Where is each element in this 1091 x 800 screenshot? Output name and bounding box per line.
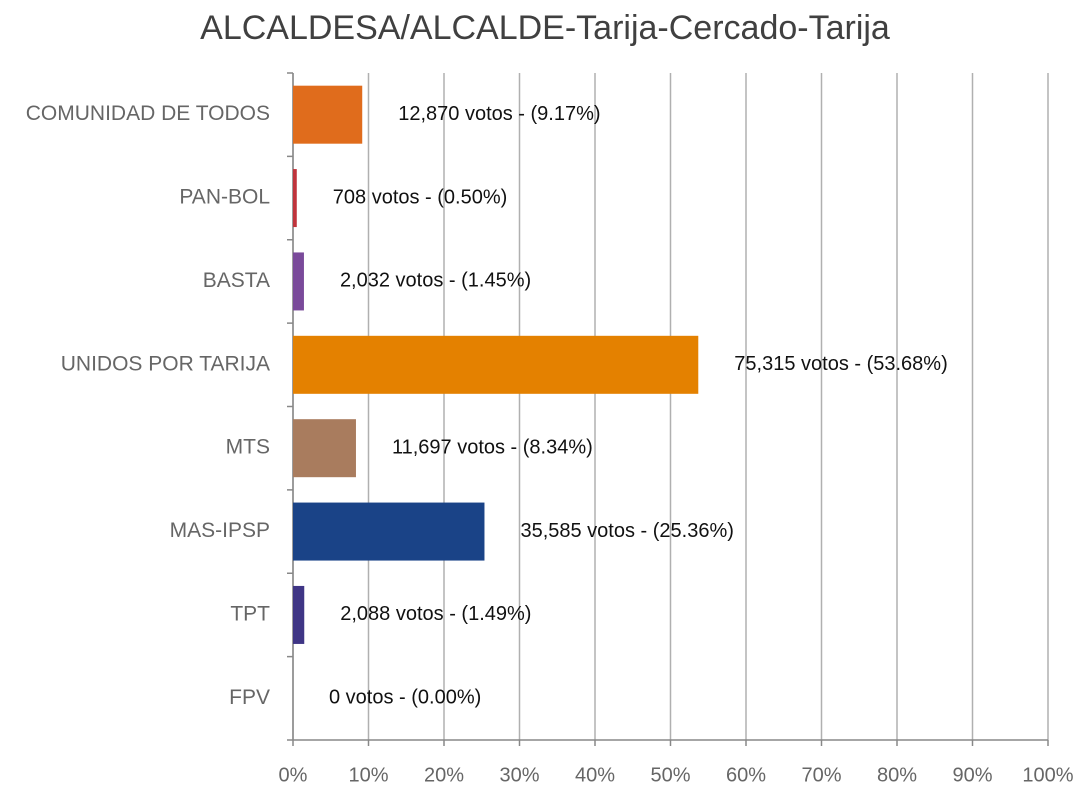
value-label: 708 votos - (0.50%)	[333, 186, 508, 208]
bar	[293, 502, 485, 561]
chart-title: ALCALDESA/ALCALDE-Tarija-Cercado-Tarija	[200, 9, 890, 47]
value-label: 11,697 votos - (8.34%)	[392, 436, 593, 458]
y-tick-label: COMUNIDAD DE TODOS	[26, 102, 270, 125]
x-tick-label: 10%	[348, 764, 388, 786]
bar	[293, 252, 304, 311]
x-tick-label: 60%	[726, 764, 766, 786]
bar	[293, 85, 363, 144]
value-label: 35,585 votos - (25.36%)	[520, 520, 733, 542]
y-tick-label: TPT	[230, 602, 270, 625]
value-label: 75,315 votos - (53.68%)	[734, 353, 947, 375]
y-tick-label: MAS-IPSP	[170, 519, 270, 542]
bar	[293, 335, 699, 394]
bar	[293, 169, 297, 228]
x-tick-label: 20%	[424, 764, 464, 786]
value-label: 12,870 votos - (9.17%)	[398, 103, 600, 125]
y-tick-label: PAN-BOL	[179, 186, 270, 209]
value-label: 0 votos - (0.00%)	[329, 687, 481, 709]
x-tick-label: 50%	[650, 764, 690, 786]
x-tick-label: 0%	[279, 764, 308, 786]
x-tick-label: 100%	[1022, 764, 1073, 786]
x-tick-label: 40%	[575, 764, 615, 786]
x-tick-label: 70%	[801, 764, 841, 786]
y-tick-label: MTS	[226, 436, 270, 459]
x-tick-label: 90%	[952, 764, 992, 786]
bar	[293, 419, 356, 478]
bar	[293, 585, 305, 644]
y-tick-label: UNIDOS POR TARIJA	[61, 352, 270, 375]
y-tick-label: BASTA	[203, 269, 270, 292]
value-label: 2,032 votos - (1.45%)	[340, 270, 531, 292]
x-tick-label: 80%	[877, 764, 917, 786]
x-tick-label: 30%	[499, 764, 539, 786]
value-label: 2,088 votos - (1.49%)	[340, 603, 531, 625]
y-tick-label: FPV	[229, 686, 270, 709]
